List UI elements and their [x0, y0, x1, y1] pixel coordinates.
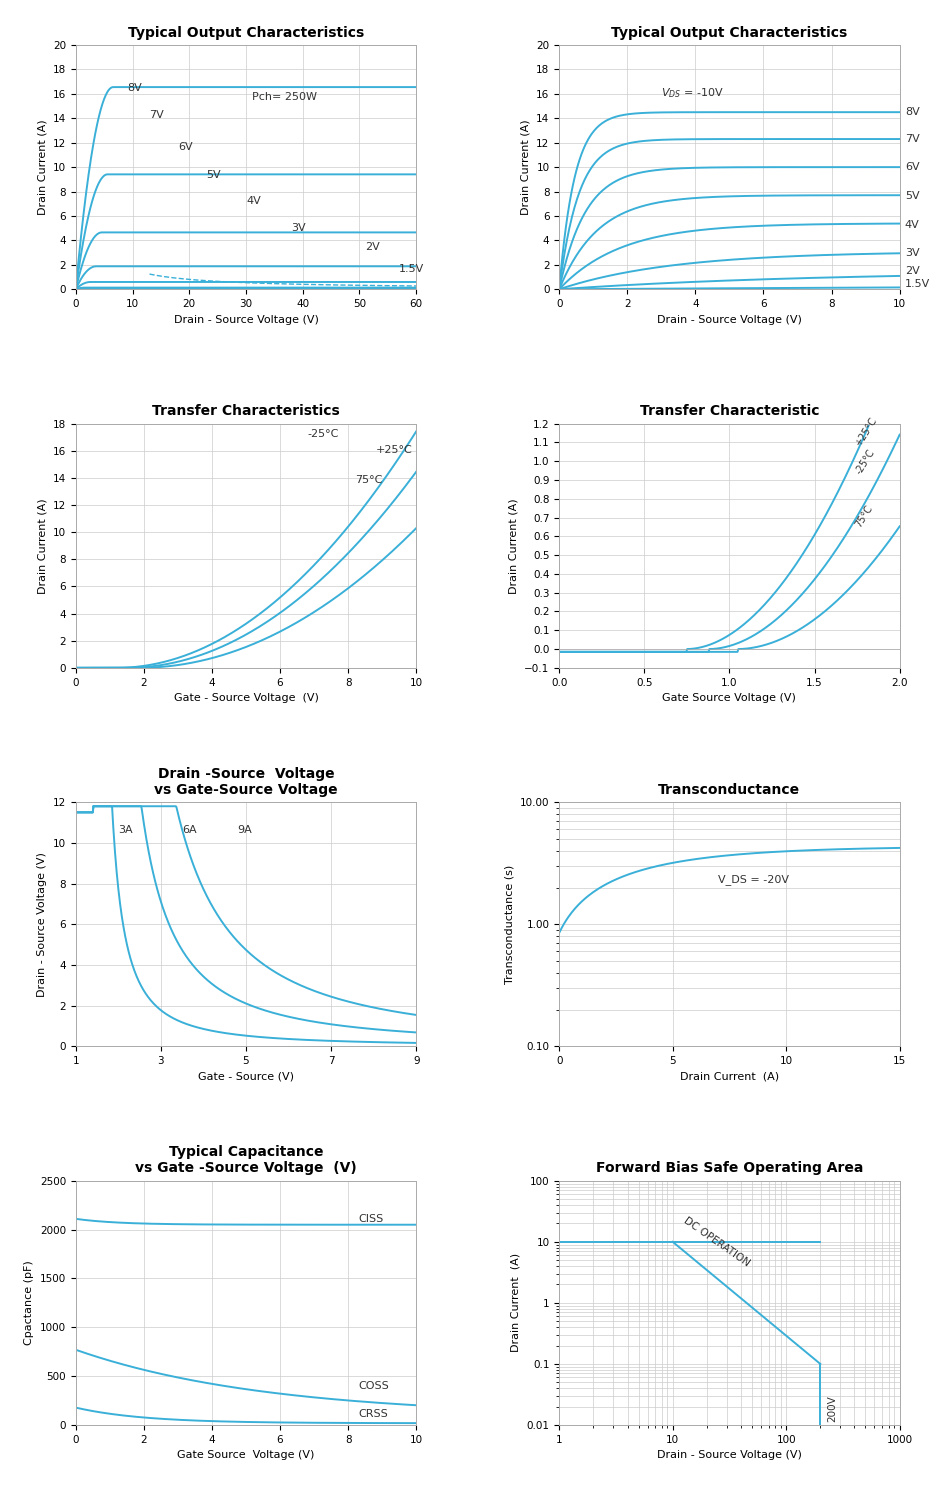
X-axis label: Gate - Source Voltage  (V): Gate - Source Voltage (V) — [173, 693, 318, 703]
Text: 75°C: 75°C — [355, 476, 383, 486]
Y-axis label: Drain Current (A): Drain Current (A) — [37, 498, 47, 594]
Y-axis label: Cpactance (pF): Cpactance (pF) — [25, 1260, 34, 1346]
Text: +25°C: +25°C — [375, 446, 412, 456]
Y-axis label: Drain Current (A): Drain Current (A) — [521, 120, 530, 214]
Title: Typical Capacitance
vs Gate -Source Voltage  (V): Typical Capacitance vs Gate -Source Volt… — [135, 1144, 357, 1176]
Text: 5V: 5V — [206, 170, 221, 180]
X-axis label: Gate - Source (V): Gate - Source (V) — [198, 1071, 294, 1082]
Text: $V_{DS}$ = -10V: $V_{DS}$ = -10V — [661, 87, 724, 100]
Text: -25°C: -25°C — [307, 429, 339, 439]
Text: 9A: 9A — [238, 825, 252, 834]
X-axis label: Drain - Source Voltage (V): Drain - Source Voltage (V) — [657, 1450, 802, 1461]
Title: Transfer Characteristics: Transfer Characteristics — [152, 405, 340, 418]
Text: DC OPERATION: DC OPERATION — [682, 1215, 751, 1267]
Y-axis label: Transconductance (s): Transconductance (s) — [505, 864, 514, 984]
Text: CISS: CISS — [358, 1214, 384, 1224]
Y-axis label: Drain Current (A): Drain Current (A) — [509, 498, 519, 594]
Text: 8V: 8V — [904, 106, 920, 117]
Text: V_DS = -20V: V_DS = -20V — [718, 874, 789, 885]
Text: 2V: 2V — [904, 266, 920, 276]
Text: 5V: 5V — [904, 192, 920, 201]
Y-axis label: Drain Current (A): Drain Current (A) — [37, 120, 47, 214]
Text: Pch= 250W: Pch= 250W — [252, 92, 316, 102]
Text: 6V: 6V — [904, 162, 920, 172]
Text: 2V: 2V — [366, 242, 380, 252]
Title: Drain -Source  Voltage
vs Gate-Source Voltage: Drain -Source Voltage vs Gate-Source Vol… — [154, 766, 338, 796]
Y-axis label: Drain - Source Voltage (V): Drain - Source Voltage (V) — [37, 852, 47, 996]
Text: 1.5V: 1.5V — [400, 264, 424, 274]
Text: -25°C: -25°C — [853, 447, 877, 477]
X-axis label: Gate Source Voltage (V): Gate Source Voltage (V) — [663, 693, 796, 703]
Text: 6A: 6A — [182, 825, 197, 834]
Text: 4V: 4V — [904, 219, 920, 230]
Title: Typical Output Characteristics: Typical Output Characteristics — [128, 26, 364, 39]
Text: 1.5V: 1.5V — [904, 279, 930, 290]
Text: 7V: 7V — [150, 111, 164, 120]
Text: 75°C: 75°C — [853, 504, 875, 530]
Text: +25°C: +25°C — [853, 416, 879, 448]
X-axis label: Drain - Source Voltage (V): Drain - Source Voltage (V) — [657, 315, 802, 324]
Text: 8V: 8V — [127, 84, 142, 93]
Text: 4V: 4V — [246, 196, 260, 206]
Text: 3A: 3A — [118, 825, 133, 834]
X-axis label: Gate Source  Voltage (V): Gate Source Voltage (V) — [177, 1450, 314, 1461]
Text: 7V: 7V — [904, 134, 920, 144]
Text: COSS: COSS — [358, 1382, 389, 1390]
Text: 200V: 200V — [828, 1395, 837, 1422]
Title: Typical Output Characteristics: Typical Output Characteristics — [612, 26, 848, 39]
Title: Transconductance: Transconductance — [658, 783, 800, 796]
Text: 3V: 3V — [292, 222, 306, 232]
Text: 6V: 6V — [178, 142, 192, 152]
X-axis label: Drain Current  (A): Drain Current (A) — [680, 1071, 779, 1082]
Text: CRSS: CRSS — [358, 1408, 388, 1419]
Text: 3V: 3V — [904, 248, 920, 258]
Title: Transfer Characteristic: Transfer Characteristic — [639, 405, 819, 418]
Y-axis label: Drain Current  (A): Drain Current (A) — [511, 1254, 521, 1353]
X-axis label: Drain - Source Voltage (V): Drain - Source Voltage (V) — [173, 315, 318, 324]
Title: Forward Bias Safe Operating Area: Forward Bias Safe Operating Area — [596, 1161, 863, 1176]
